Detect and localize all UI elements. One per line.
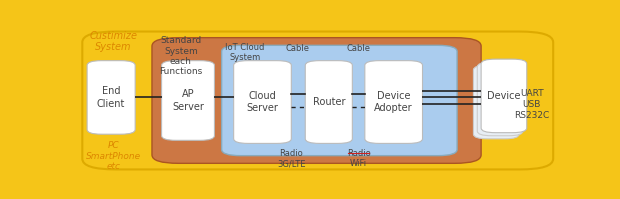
Text: Radio
WiFi: Radio WiFi [347, 149, 371, 168]
Text: AP
Server: AP Server [172, 89, 204, 112]
Text: Device: Device [487, 91, 521, 101]
Text: End
Client: End Client [97, 86, 125, 109]
FancyBboxPatch shape [234, 61, 291, 143]
FancyBboxPatch shape [87, 61, 135, 134]
FancyBboxPatch shape [82, 31, 553, 170]
Text: UART
USB
RS232C: UART USB RS232C [514, 89, 549, 120]
Text: PC
SmartPhone
etc: PC SmartPhone etc [86, 141, 141, 171]
FancyBboxPatch shape [162, 61, 215, 140]
FancyBboxPatch shape [474, 65, 519, 139]
FancyBboxPatch shape [477, 62, 523, 136]
Text: Custimize
System: Custimize System [89, 31, 138, 52]
Text: IoT Cloud
System: IoT Cloud System [225, 43, 264, 62]
Text: Cable: Cable [346, 44, 370, 53]
FancyBboxPatch shape [222, 45, 457, 156]
Text: Radio
3G/LTE: Radio 3G/LTE [277, 149, 306, 168]
Text: Device
Adopter: Device Adopter [374, 91, 413, 113]
Text: Router: Router [312, 97, 345, 107]
FancyBboxPatch shape [305, 61, 352, 143]
FancyBboxPatch shape [481, 59, 527, 133]
Text: Cloud
Server: Cloud Server [247, 91, 278, 113]
FancyBboxPatch shape [152, 38, 481, 163]
FancyBboxPatch shape [365, 61, 422, 143]
Text: Cable: Cable [286, 44, 309, 53]
Text: Standard
System
each
Functions: Standard System each Functions [159, 36, 203, 76]
